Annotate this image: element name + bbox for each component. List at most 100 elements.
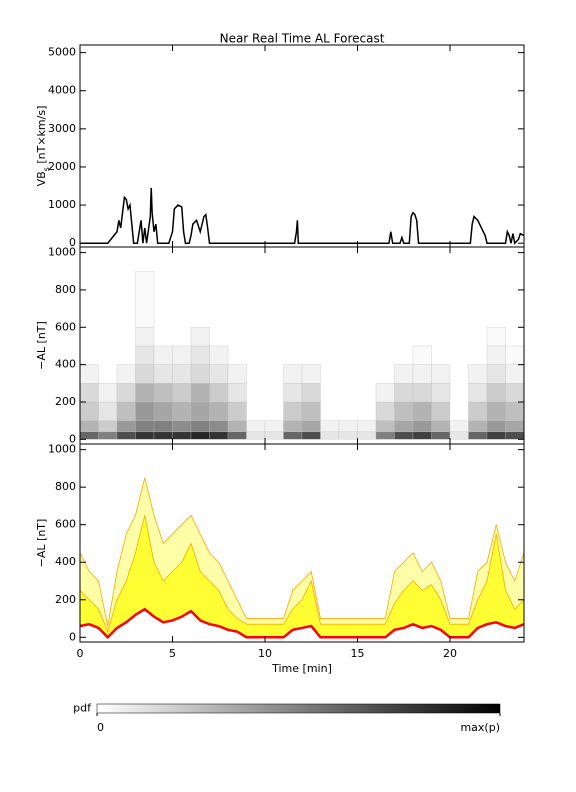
pdf-cell xyxy=(135,271,155,328)
chart-title: Near Real Time AL Forecast xyxy=(220,32,385,46)
pdf-cell xyxy=(412,345,432,365)
pdf-cell xyxy=(468,383,488,403)
colorbar xyxy=(96,703,501,714)
y-tick-label: 3000 xyxy=(48,122,76,135)
y-tick-label: 2000 xyxy=(48,160,76,173)
y-axis-label: −AL [nT] xyxy=(35,519,48,568)
pdf-cell xyxy=(98,431,118,440)
pdf-cell xyxy=(505,345,524,365)
pdf-cell xyxy=(80,383,99,403)
pdf-cell xyxy=(431,420,451,433)
pdf-cell xyxy=(116,383,136,403)
pdf-cell xyxy=(394,431,414,440)
band-line xyxy=(80,477,524,627)
pdf-cell xyxy=(264,431,284,440)
pdf-cell xyxy=(283,364,303,384)
y-tick-label: 400 xyxy=(55,555,76,568)
pdf-cell xyxy=(135,401,155,421)
y-tick-label: 0 xyxy=(69,432,76,445)
pdf-cell xyxy=(301,431,321,440)
pdf-cell xyxy=(227,420,247,433)
pdf-cell xyxy=(172,420,192,433)
pdf-cell xyxy=(338,431,358,440)
pdf-cell xyxy=(486,345,506,365)
y-tick-label: 1000 xyxy=(48,246,76,259)
pdf-cell xyxy=(375,401,395,421)
pdf-cell xyxy=(227,383,247,403)
pdf-cell xyxy=(431,364,451,384)
colorbar-tick-label: 0 xyxy=(97,721,104,734)
pdf-cell xyxy=(98,401,118,421)
pdf-cell xyxy=(135,383,155,403)
pdf-cell xyxy=(246,431,266,440)
pdf-cell xyxy=(172,345,192,365)
y-tick-label: 0 xyxy=(69,630,76,643)
pdf-cell xyxy=(375,420,395,433)
y-tick-label: 200 xyxy=(55,395,76,408)
pdf-cell xyxy=(486,383,506,403)
y-axis-label-main: −AL [nT] xyxy=(35,321,48,370)
pdf-cell xyxy=(264,420,284,433)
pdf-cell xyxy=(505,431,524,440)
pdf-cell xyxy=(153,345,173,365)
pdf-cell xyxy=(209,401,229,421)
pdf-cell xyxy=(357,420,377,433)
pdf-cell xyxy=(357,431,377,440)
y-tick-label: 5000 xyxy=(48,46,76,59)
pdf-cell xyxy=(190,420,210,433)
pdf-cell xyxy=(190,364,210,384)
x-tick-label: 20 xyxy=(443,647,457,660)
pdf-cell xyxy=(227,364,247,384)
pdf-cell xyxy=(153,420,173,433)
y-tick-label: 4000 xyxy=(48,84,76,97)
pdf-cell xyxy=(394,383,414,403)
y-tick-label: 1000 xyxy=(48,443,76,456)
pdf-cell xyxy=(135,345,155,365)
pdf-cell xyxy=(486,327,506,347)
pdf-cell xyxy=(209,364,229,384)
pdf-cell xyxy=(412,431,432,440)
pdf-cell xyxy=(412,364,432,384)
pdf-cell xyxy=(394,364,414,384)
pdf-cell xyxy=(135,431,155,440)
pdf-cell xyxy=(227,401,247,421)
pdf-cell xyxy=(80,431,99,440)
pdf-cell xyxy=(338,420,358,433)
pdf-cell xyxy=(80,364,99,384)
pdf-cell xyxy=(209,345,229,365)
y-tick-label: 800 xyxy=(55,283,76,296)
pdf-cell xyxy=(412,420,432,433)
pdf-cell xyxy=(153,401,173,421)
pdf-cell xyxy=(468,420,488,433)
y-axis-label-sub: s xyxy=(42,167,51,171)
pdf-cell xyxy=(283,431,303,440)
pdf-cell xyxy=(486,431,506,440)
pdf-cell xyxy=(135,364,155,384)
pdf-cell xyxy=(172,364,192,384)
pdf-cell xyxy=(468,401,488,421)
pdf-cell xyxy=(190,345,210,365)
pdf-cell xyxy=(98,383,118,403)
colorbar-label: pdf xyxy=(73,702,92,715)
pdf-cell xyxy=(431,383,451,403)
y-tick-label: 200 xyxy=(55,593,76,606)
y-tick-label: 600 xyxy=(55,320,76,333)
y-axis-label-unit: [nT×km/s] xyxy=(35,106,48,164)
pdf-cell xyxy=(80,401,99,421)
pdf-cell xyxy=(190,401,210,421)
x-tick-label: 5 xyxy=(169,647,176,660)
pdf-cell xyxy=(80,420,99,433)
plot-area xyxy=(80,271,524,440)
pdf-cell xyxy=(116,401,136,421)
pdf-cell xyxy=(209,431,229,440)
pdf-cell xyxy=(431,431,451,440)
pdf-cell xyxy=(375,431,395,440)
pdf-cell xyxy=(116,364,136,384)
colorbar-tick-label: max(p) xyxy=(460,721,500,734)
band-fill xyxy=(80,515,524,638)
pdf-cell xyxy=(227,431,247,440)
pdf-cell xyxy=(172,401,192,421)
pdf-cell xyxy=(172,383,192,403)
pdf-cell xyxy=(98,420,118,433)
